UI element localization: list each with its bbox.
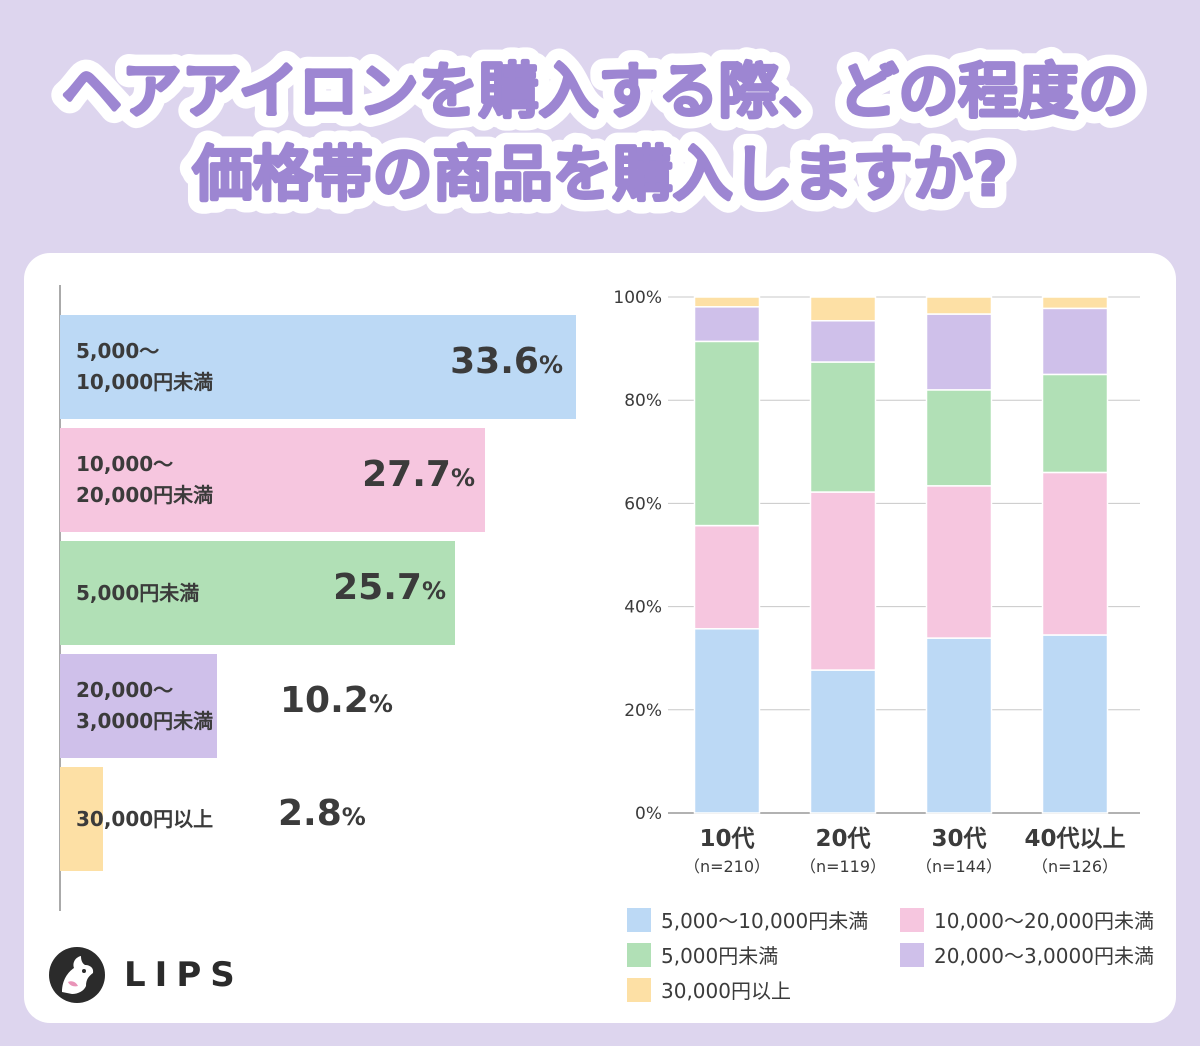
stacked-bar-3-series-5 — [925, 296, 993, 315]
legend-item-2: 10,000〜20,000円未満 — [900, 905, 1154, 934]
legend-label-5: 30,000円以上 — [661, 979, 791, 1003]
legend-swatch-4 — [900, 942, 924, 967]
stacked-bar-1-series-3 — [693, 340, 761, 527]
stacked-bar-4-series-4 — [1041, 307, 1109, 376]
y-tick-label-0: 0% — [635, 804, 662, 824]
title-line2: 価格帯の商品を購入しますか? — [192, 140, 1008, 210]
stacked-bar-1-series-5 — [693, 296, 761, 308]
hbar-value-3: 25.7% — [333, 567, 446, 608]
stacked-bar-1-series-1 — [693, 628, 761, 814]
y-tick-label-2: 40% — [624, 598, 662, 618]
legend-swatch-3 — [627, 942, 651, 967]
stacked-bar-2-series-2 — [809, 491, 877, 671]
x-tick-label-2: 20代 — [815, 826, 870, 852]
legend-item-5: 30,000円以上 — [627, 975, 791, 1004]
title-line2-outline: 価格帯の商品を購入しますか? — [192, 140, 1008, 210]
hbar-5 — [60, 767, 103, 871]
stacked-bar-4-series-3 — [1041, 373, 1109, 474]
hbar-label-1: 5,000〜 10,000円未満 — [76, 339, 214, 394]
stacked-bar-3-series-1 — [925, 637, 993, 814]
stacked-bar-3-series-3 — [925, 389, 993, 487]
title-line1: ヘアアイロンを購入する際、どの程度の — [62, 57, 1139, 127]
legend-item-4: 20,000〜3,0000円未満 — [900, 940, 1154, 969]
stacked-bar-1-series-4 — [693, 306, 761, 343]
y-tick-label-5: 100% — [613, 288, 662, 308]
x-tick-sublabel-4: （n=126） — [1032, 857, 1118, 876]
x-tick-sublabel-2: （n=119） — [800, 857, 886, 876]
hbar-label-2: 10,000〜 20,000円未満 — [76, 452, 214, 507]
lips-logo-icon — [49, 947, 105, 1003]
legend-swatch-1 — [627, 907, 651, 932]
legend-item-1: 5,000〜10,000円未満 — [627, 905, 868, 934]
x-tick-label-3: 30代 — [931, 826, 986, 852]
stacked-bar-4-series-5 — [1041, 296, 1109, 310]
y-tick-label-3: 60% — [624, 494, 662, 514]
x-tick-sublabel-1: （n=210） — [684, 857, 770, 876]
legend-label-2: 10,000〜20,000円未満 — [934, 909, 1154, 933]
x-tick-label-4: 40代以上 — [1024, 826, 1125, 852]
lips-logo-text: LIPS — [124, 955, 244, 995]
stacked-bar-2-series-3 — [809, 361, 877, 493]
hbar-value-5: 2.8% — [278, 793, 366, 834]
stacked-bar-1-series-2 — [693, 524, 761, 630]
stacked-bar-4-series-2 — [1041, 471, 1109, 636]
hbar-4 — [60, 654, 217, 758]
hbar-label-4: 20,000〜 3,0000円未満 — [76, 678, 214, 733]
stacked-bar-4-series-1 — [1041, 634, 1109, 814]
hbar-value-2: 27.7% — [362, 454, 475, 495]
hbar-value-1: 33.6% — [450, 341, 563, 382]
title: ヘアアイロンを購入する際、どの程度の ヘアアイロンを購入する際、どの程度の 価格… — [49, 44, 1152, 223]
legend-item-3: 5,000円未満 — [627, 940, 778, 969]
hbar-value-4: 10.2% — [280, 680, 393, 721]
stacked-bar-3-series-4 — [925, 313, 993, 391]
legend-label-1: 5,000〜10,000円未満 — [661, 909, 869, 933]
hbar-1 — [60, 315, 576, 419]
y-tick-label-4: 80% — [624, 391, 662, 411]
stacked-bar-3-series-2 — [925, 485, 993, 639]
hbar-label-3: 5,000円未満 — [76, 580, 200, 605]
legend-swatch-5 — [627, 977, 651, 1002]
hbar-label-5: 30,000円以上 — [76, 806, 214, 831]
x-tick-sublabel-3: （n=144） — [916, 857, 1002, 876]
stacked-bar-2-series-4 — [809, 319, 877, 363]
legend-label-4: 20,000〜3,0000円未満 — [934, 944, 1154, 968]
lips-logo: LIPS — [48, 946, 244, 1004]
title-line1-outline: ヘアアイロンを購入する際、どの程度の — [62, 57, 1139, 127]
hbar-2 — [60, 428, 485, 532]
legend-swatch-2 — [900, 907, 924, 932]
stacked-bar-2-series-5 — [809, 296, 877, 322]
stacked-bar-2-series-1 — [809, 669, 877, 814]
y-tick-label-1: 20% — [624, 701, 662, 721]
x-tick-label-1: 10代 — [699, 826, 754, 852]
hbar-3 — [60, 541, 455, 645]
legend-label-3: 5,000円未満 — [661, 944, 779, 968]
